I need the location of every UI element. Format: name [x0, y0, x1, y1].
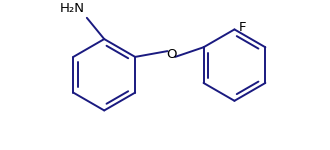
- Text: F: F: [238, 21, 246, 34]
- Text: O: O: [166, 48, 177, 60]
- Text: H₂N: H₂N: [60, 2, 85, 15]
